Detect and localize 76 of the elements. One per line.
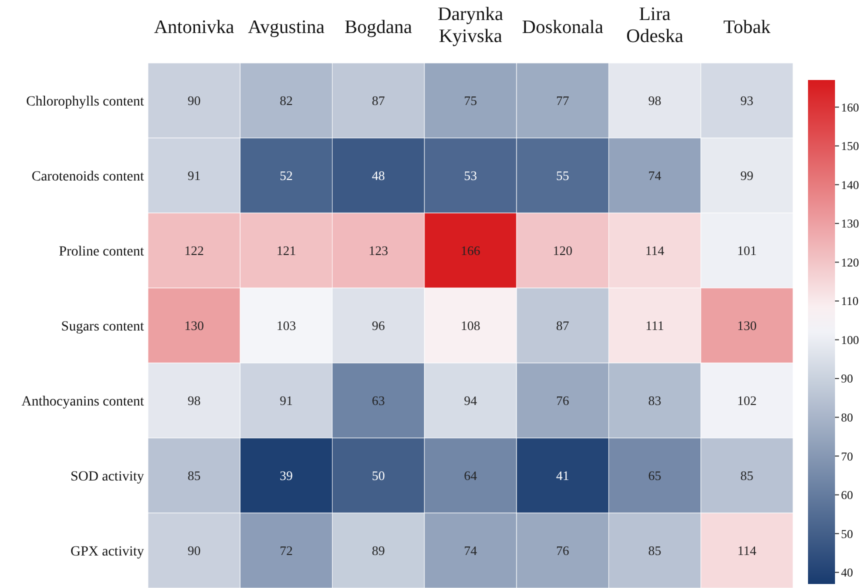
color-bar-label: 80 bbox=[841, 410, 853, 424]
data-label: 99 bbox=[740, 168, 754, 184]
x-tick-label: Darynka Kyivska bbox=[438, 4, 504, 47]
data-label: 85 bbox=[740, 468, 754, 484]
data-label: 91 bbox=[280, 393, 293, 408]
x-tick-label: Bogdana bbox=[344, 17, 413, 38]
data-label: 90 bbox=[188, 93, 201, 108]
data-label: 83 bbox=[648, 393, 662, 408]
data-label: 77 bbox=[556, 93, 570, 108]
data-label: 64 bbox=[464, 468, 478, 484]
color-bar-label: 120 bbox=[841, 255, 859, 270]
data-label: 72 bbox=[280, 543, 293, 558]
color-bar-label: 160 bbox=[841, 100, 859, 114]
data-label: 94 bbox=[464, 393, 478, 408]
data-label: 75 bbox=[464, 93, 477, 108]
y-tick-label: SOD activity bbox=[70, 469, 144, 484]
color-bar-label: 70 bbox=[841, 449, 853, 464]
data-label: 101 bbox=[737, 243, 757, 258]
color-bar-label: 100 bbox=[841, 332, 859, 347]
color-bar-label: 40 bbox=[841, 566, 853, 580]
data-label: 108 bbox=[460, 318, 480, 334]
data-label: 87 bbox=[556, 318, 570, 334]
y-tick-label: Anthocyanins content bbox=[22, 394, 144, 410]
data-label: 122 bbox=[184, 243, 204, 258]
data-label: 76 bbox=[556, 393, 570, 408]
x-tick-label: Antonivka bbox=[154, 17, 235, 38]
data-label: 114 bbox=[645, 243, 665, 258]
data-label: 85 bbox=[648, 543, 662, 558]
data-label: 114 bbox=[737, 543, 757, 558]
y-tick-label: GPX activity bbox=[70, 544, 144, 560]
y-tick-label: Carotenoids content bbox=[32, 169, 144, 184]
data-label: 98 bbox=[648, 93, 662, 108]
data-label: 52 bbox=[280, 168, 293, 184]
data-label: 50 bbox=[372, 468, 385, 484]
data-label: 96 bbox=[372, 318, 386, 334]
data-label: 123 bbox=[368, 243, 388, 258]
data-label: 166 bbox=[460, 243, 481, 258]
data-label: 63 bbox=[372, 393, 385, 408]
data-label: 89 bbox=[372, 543, 385, 558]
data-label: 90 bbox=[188, 543, 201, 558]
color-bar-label: 110 bbox=[841, 294, 859, 308]
y-tick-label: Sugars content bbox=[61, 319, 144, 334]
data-label: 111 bbox=[646, 318, 664, 334]
color-bar-label: 50 bbox=[841, 526, 853, 541]
y-tick-label: Chlorophylls content bbox=[26, 94, 144, 110]
y-tick-label: Proline content bbox=[58, 244, 144, 260]
data-label: 91 bbox=[188, 168, 201, 184]
data-label: 85 bbox=[188, 468, 201, 484]
data-label: 102 bbox=[737, 393, 757, 408]
data-label: 93 bbox=[740, 93, 754, 108]
color-bar-label: 140 bbox=[841, 178, 859, 192]
data-label: 53 bbox=[464, 168, 477, 184]
data-label: 82 bbox=[280, 93, 293, 108]
color-bar-label: 90 bbox=[841, 372, 853, 386]
data-label: 130 bbox=[184, 318, 204, 334]
data-label: 98 bbox=[188, 393, 201, 408]
data-label: 74 bbox=[464, 543, 478, 558]
data-label: 103 bbox=[276, 318, 296, 334]
x-tick-label: Avgustina bbox=[248, 17, 326, 38]
data-label: 74 bbox=[648, 168, 662, 184]
x-tick-label: Tobak bbox=[723, 17, 772, 38]
color-bar-label: 60 bbox=[841, 488, 853, 502]
x-tick-label: Doskonala bbox=[522, 17, 604, 38]
data-label: 87 bbox=[372, 93, 386, 108]
data-label: 76 bbox=[556, 543, 570, 558]
data-label: 39 bbox=[280, 468, 293, 484]
data-label: 41 bbox=[556, 468, 570, 484]
color-bar-label: 150 bbox=[841, 139, 859, 154]
x-tick-label: Lira Odeska bbox=[626, 4, 684, 47]
data-label: 65 bbox=[648, 468, 662, 484]
data-label: 55 bbox=[556, 168, 570, 184]
data-label: 121 bbox=[276, 243, 296, 258]
data-label: 48 bbox=[372, 168, 385, 184]
color-bar-label: 130 bbox=[841, 216, 859, 231]
data-label: 120 bbox=[552, 243, 572, 258]
data-label: 130 bbox=[737, 318, 757, 334]
